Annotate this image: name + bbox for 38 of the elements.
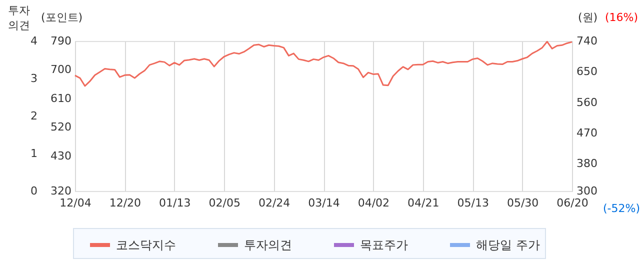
x-tick-label: 02/05 bbox=[208, 196, 240, 210]
x-tick-label: 05/30 bbox=[506, 196, 539, 210]
y-tick-label: 320 bbox=[50, 184, 72, 198]
y2-tick-label: 380 bbox=[576, 157, 598, 170]
x-tick-label: 04/21 bbox=[408, 196, 440, 210]
text: (16%) bbox=[605, 11, 638, 24]
legend-label: 투자의견 bbox=[244, 238, 292, 252]
y3-tick-label: 4 bbox=[30, 34, 38, 48]
y-tick-label: 430 bbox=[50, 149, 72, 162]
y3-tick-label: 1 bbox=[30, 147, 38, 160]
text: (-52%) bbox=[603, 202, 640, 215]
x-tick-label: 12/20 bbox=[109, 196, 142, 210]
legend-label: 목표주가 bbox=[360, 238, 408, 252]
y-tick-label: 790 bbox=[50, 34, 72, 48]
x-tick-label: 02/24 bbox=[258, 196, 290, 210]
line-series bbox=[74, 40, 573, 87]
x-tick-label: 01/13 bbox=[159, 196, 191, 210]
y-tick-label: 610 bbox=[50, 92, 72, 105]
y2-tick-label: 470 bbox=[576, 126, 598, 140]
y-tick-label: 520 bbox=[50, 120, 72, 134]
y3-axis-title: 투자의견 bbox=[8, 4, 30, 32]
y2-tick-label: 650 bbox=[576, 65, 598, 78]
legend-label: 해당일 주가 bbox=[476, 238, 540, 252]
y3-tick-label: 2 bbox=[30, 110, 38, 122]
legend-label: 코스닥지수 bbox=[116, 238, 176, 252]
x-tick-label: 05/13 bbox=[457, 196, 489, 210]
x-tick-label: 04/02 bbox=[358, 196, 390, 210]
x-tick-label: 06/20 bbox=[556, 196, 588, 210]
y2-axis-title: (원) bbox=[578, 11, 598, 24]
y3-tick-label: 3 bbox=[30, 72, 38, 85]
y-axis-title: (포인트) bbox=[41, 11, 83, 24]
x-tick-label: 03/14 bbox=[308, 196, 340, 210]
y2-tick-label: 300 bbox=[576, 184, 598, 198]
y2-tick-label: 560 bbox=[576, 96, 598, 109]
y3-tick-label: 0 bbox=[30, 184, 38, 198]
y-tick-label: 700 bbox=[50, 63, 72, 76]
y2-tick-label: 740 bbox=[576, 34, 598, 48]
x-tick-label: 12/04 bbox=[60, 196, 92, 210]
